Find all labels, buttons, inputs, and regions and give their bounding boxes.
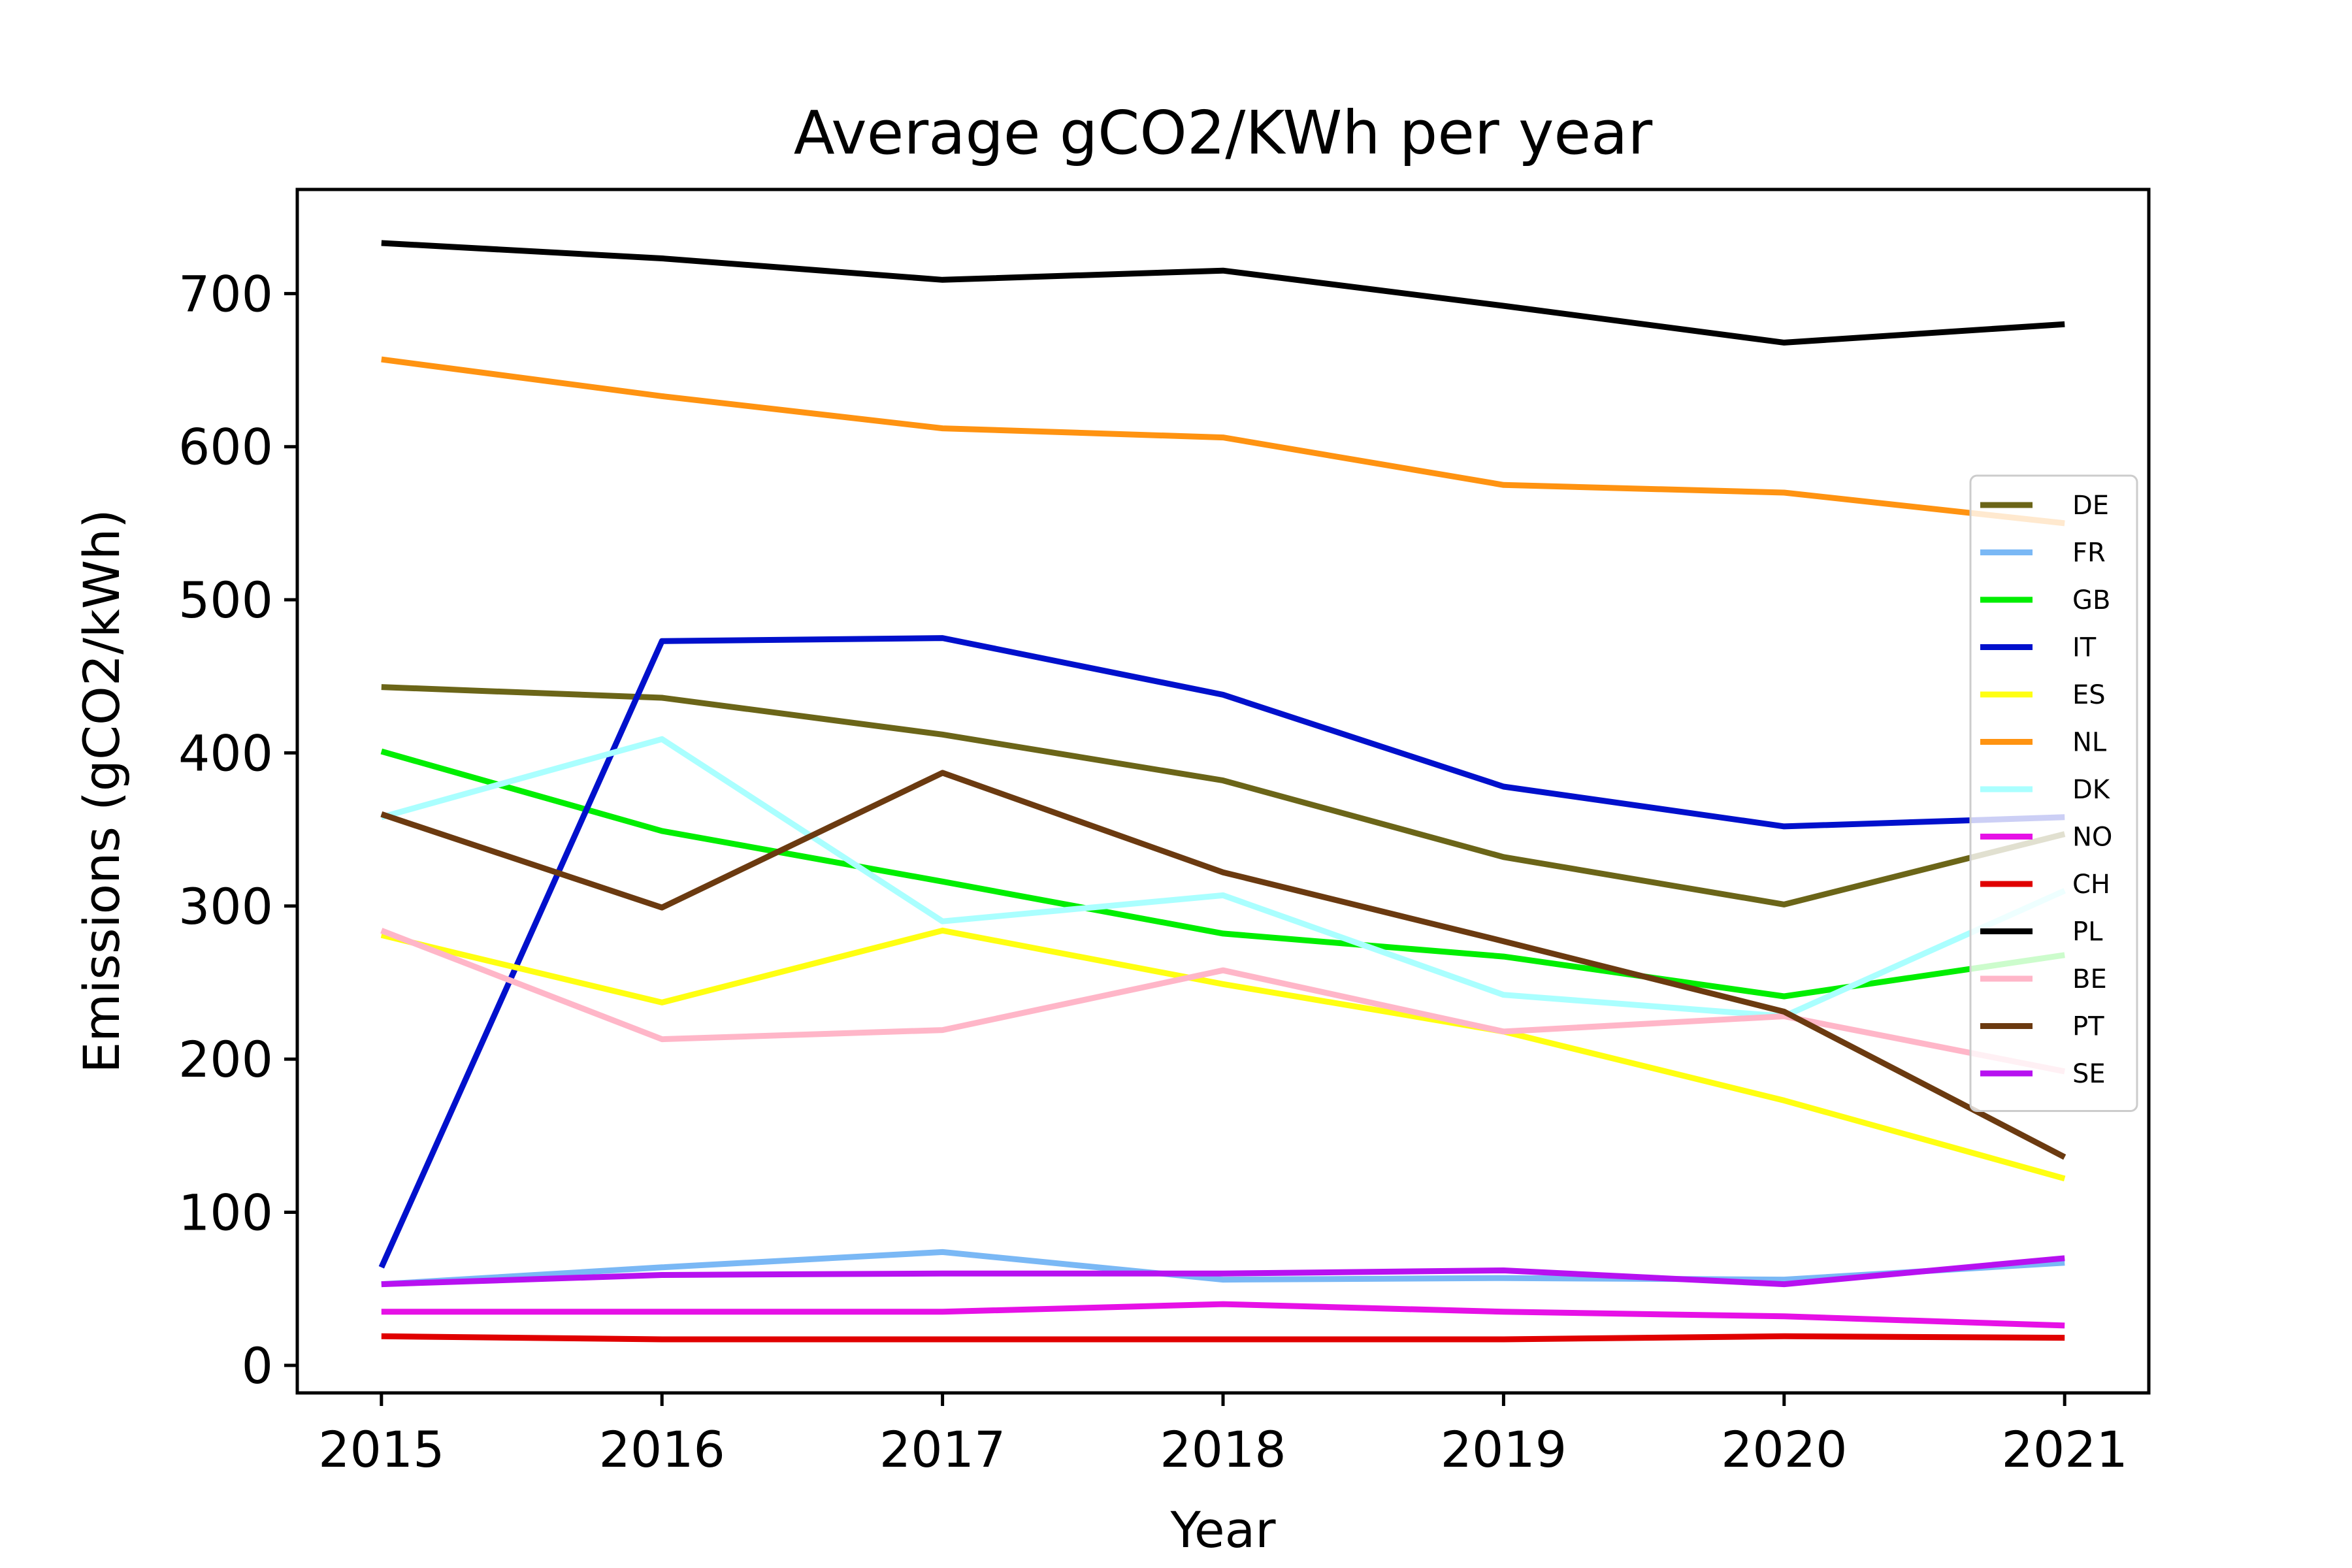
legend-label-it: IT <box>2072 633 2097 663</box>
y-tick-label: 600 <box>178 418 273 476</box>
x-axis: 2015 2016 2017 2018 2019 2020 2021 <box>318 1393 2128 1478</box>
y-tick-label: 300 <box>178 877 273 936</box>
series-line-pl <box>381 240 2065 346</box>
series-line-it <box>378 635 2065 1269</box>
legend-label-dk: DK <box>2072 775 2111 805</box>
x-tick-label: 2019 <box>1441 1420 1567 1478</box>
x-axis-label: Year <box>1170 1501 1277 1559</box>
y-tick-label: 200 <box>178 1030 273 1088</box>
series-line-es <box>380 927 2066 1182</box>
series-line-pt <box>380 770 2066 1160</box>
y-axis-label: Emissions (gCO2/kWh) <box>73 509 131 1073</box>
y-tick-label: 100 <box>178 1183 273 1241</box>
legend-label-es: ES <box>2072 680 2106 710</box>
series-line-fr <box>381 1249 2065 1288</box>
legend-label-be: BE <box>2072 964 2107 994</box>
y-tick-label: 500 <box>178 571 273 629</box>
series-line-ch <box>381 1333 2065 1343</box>
series-line-de <box>381 684 2066 907</box>
legend-label-de: DE <box>2072 491 2109 521</box>
x-tick-label: 2015 <box>318 1420 444 1478</box>
series-line-be <box>380 928 2066 1075</box>
chart-title: Average gCO2/KWh per year <box>794 98 1653 168</box>
x-tick-label: 2020 <box>1721 1420 1847 1478</box>
series-line-no <box>381 1301 2065 1329</box>
legend-label-fr: FR <box>2072 538 2106 568</box>
x-tick-label: 2017 <box>879 1420 1005 1478</box>
legend-label-se: SE <box>2072 1059 2106 1089</box>
series-line-se <box>381 1255 2065 1288</box>
legend-label-ch: CH <box>2072 870 2110 900</box>
legend-label-pl: PL <box>2072 917 2103 947</box>
legend-box <box>1969 474 2138 1112</box>
legend-label-pt: PT <box>2072 1012 2104 1042</box>
plot-frame <box>295 188 2151 1395</box>
legend-label-no: NO <box>2072 823 2112 853</box>
series-line-nl <box>381 356 2065 527</box>
y-tick-label: 0 <box>242 1337 273 1395</box>
y-tick-label: 400 <box>178 724 273 782</box>
series-line-gb <box>380 748 2065 1000</box>
legend-label-nl: NL <box>2072 728 2107 758</box>
legend: DE FR GB IT ES NL DK NO CH PL BE PT SE <box>1969 474 2138 1112</box>
legend-label-gb: GB <box>2072 585 2110 615</box>
x-tick-label: 2021 <box>2001 1420 2127 1478</box>
x-tick-label: 2016 <box>599 1420 725 1478</box>
y-axis: 0 100 200 300 400 500 600 700 <box>178 265 297 1395</box>
series-lines <box>378 240 2066 1343</box>
x-tick-label: 2018 <box>1160 1420 1286 1478</box>
y-tick-label: 700 <box>178 265 273 323</box>
plot-area <box>295 188 2151 1395</box>
